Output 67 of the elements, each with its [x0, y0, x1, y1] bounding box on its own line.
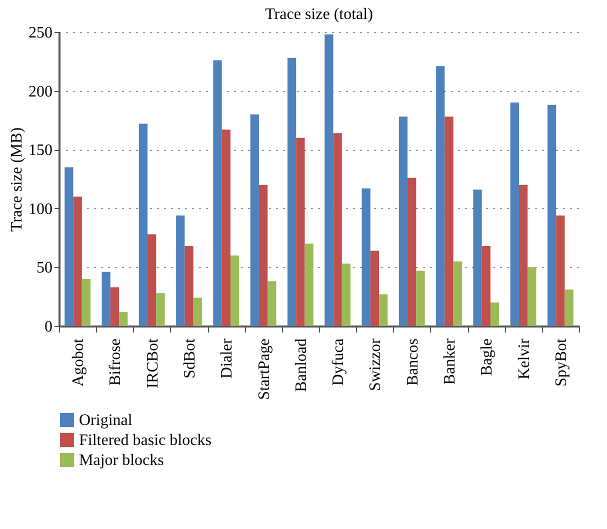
legend-label: Major blocks: [79, 452, 164, 469]
x-tick-label: Bagle: [478, 338, 496, 376]
bar: [304, 244, 314, 326]
bar: [473, 190, 482, 326]
y-tick-label: 200: [28, 83, 52, 100]
bar: [528, 267, 536, 326]
bar: [193, 298, 202, 326]
x-tick-label: StartPage: [256, 338, 273, 400]
bar: [230, 255, 240, 326]
bar: [510, 102, 519, 326]
bar: [82, 278, 91, 326]
bar: [547, 104, 556, 326]
bar: [250, 114, 259, 326]
bar: [73, 196, 82, 326]
bar: [64, 167, 74, 326]
x-tick-label: Banload: [292, 338, 310, 392]
bar: [342, 264, 351, 326]
bar: [156, 293, 165, 326]
y-tick-label: 250: [28, 24, 52, 42]
bar: [268, 281, 276, 326]
bar: [564, 290, 574, 326]
bar: [370, 250, 380, 326]
x-tick-label: Dialer: [218, 338, 236, 378]
bar: [416, 270, 425, 326]
x-tick-label: Bifrose: [107, 338, 124, 386]
bar: [408, 178, 416, 326]
bar: [258, 184, 268, 326]
x-tick-label: SpyBot: [552, 338, 570, 387]
bar: [148, 234, 156, 326]
legend-label: Original: [79, 412, 133, 429]
y-tick-label: 100: [28, 200, 52, 218]
x-tick-label: Agobot: [70, 338, 88, 386]
bar: [102, 272, 110, 326]
bar: [436, 66, 445, 326]
bar: [184, 246, 194, 326]
x-tick-label: Dyfuca: [330, 338, 348, 386]
bar: [324, 34, 334, 326]
x-tick-label: Bancos: [404, 338, 422, 386]
y-axis-title: Trace size (MB): [8, 127, 26, 232]
bar: [398, 116, 408, 326]
y-tick-label: 50: [36, 260, 52, 277]
bar: [138, 124, 148, 326]
x-tick-label: IRCBot: [144, 338, 162, 388]
legend-label: Filtered basic blocks: [79, 432, 212, 449]
bar: [362, 188, 370, 326]
bar: [518, 184, 528, 326]
bar: [482, 246, 490, 326]
y-tick-label: 150: [28, 142, 52, 160]
bar: [176, 215, 185, 326]
bar: [556, 215, 565, 326]
bar: [296, 138, 305, 326]
x-tick-label: Kelvir: [516, 338, 533, 380]
bar: [213, 60, 222, 326]
x-tick-label: Swizzor: [367, 338, 384, 391]
y-tick-label: 0: [44, 318, 52, 336]
chart-title: Trace size (total): [265, 6, 373, 23]
bar: [110, 287, 120, 326]
bar: [222, 130, 230, 326]
bar: [379, 294, 388, 326]
bar: [119, 312, 128, 326]
bar: [490, 302, 500, 326]
bar: [333, 133, 342, 326]
bar: [453, 261, 462, 326]
x-tick-label: SdBot: [182, 338, 198, 379]
bar: [287, 58, 296, 326]
x-tick-label: Banker: [442, 338, 458, 385]
bar: [444, 116, 454, 326]
